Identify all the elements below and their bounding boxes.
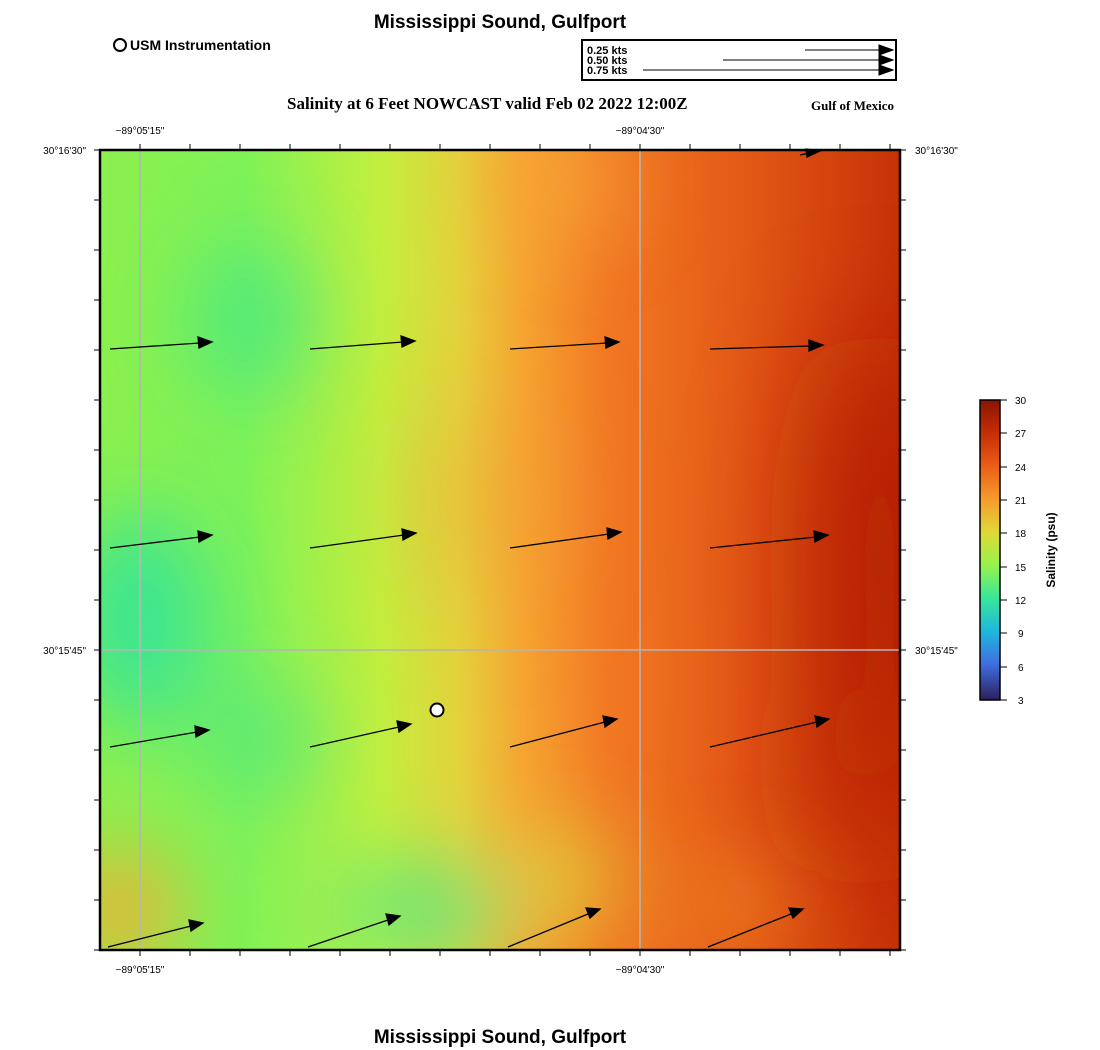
arrow-icon [878,64,895,76]
colorbar-tick: 24 [1015,463,1027,474]
current-vectors [107,148,831,948]
salinity-field [100,150,900,950]
speed-legend-label: 0.50 kts [587,55,628,67]
lat-label-left: 30°15'45" [43,646,86,657]
colorbar-tick: 30 [1015,396,1027,407]
station-marker-icon [113,38,127,52]
graticule [100,150,900,950]
lon-label-bottom: −89°05'15" [116,965,165,976]
instrumentation-legend-label: USM Instrumentation [130,37,271,53]
map-subtitle: Salinity at 6 Feet NOWCAST valid Feb 02 … [287,94,688,113]
instrumentation-legend: USM Instrumentation [113,37,271,53]
colorbar-tick: 27 [1015,429,1027,440]
colorbar-tick: 15 [1015,563,1027,574]
speed-legend-label: 0.75 kts [587,65,628,77]
arrow-icon [878,54,895,66]
lon-label-top: −89°05'15" [116,126,165,137]
lat-label-right: 30°15'45" [915,646,958,657]
region-label: Gulf of Mexico [811,98,895,113]
lon-label-top: −89°04'30" [616,126,665,137]
lat-label-left: 30°16'30" [43,146,86,157]
map-footer-title: Mississippi Sound, Gulfport [373,1027,627,1048]
usm-station-icon[interactable] [429,702,445,718]
colorbar-tick: 6 [1018,663,1024,674]
speed-legend-arrows [643,44,895,76]
lon-label-bottom: −89°04'30" [616,965,665,976]
colorbar-tick: 9 [1018,629,1024,640]
speed-legend-label: 0.25 kts [587,45,628,57]
salinity-colorbar: 30 27 24 21 18 15 12 9 6 3 Salinity (psu… [979,396,1058,707]
axis-ticks [94,144,906,956]
lat-label-right: 30°16'30" [915,146,958,157]
colorbar-tick: 21 [1015,496,1027,507]
current-speed-legend: 0.25 kts 0.50 kts 0.75 kts [581,39,897,81]
map-title: Mississippi Sound, Gulfport [373,12,627,33]
colorbar-tick: 12 [1015,596,1027,607]
colorbar-tick: 18 [1015,529,1027,540]
colorbar-tick: 3 [1018,696,1024,707]
colorbar-label: Salinity (psu) [1044,512,1058,587]
arrow-icon [878,44,895,56]
